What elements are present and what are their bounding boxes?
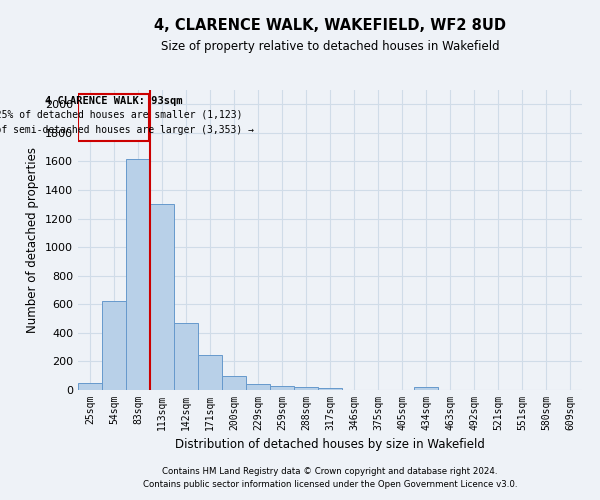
Bar (126, 158, 150, 390)
Text: 74% of semi-detached houses are larger (3,353) →: 74% of semi-detached houses are larger (… (0, 125, 254, 135)
Bar (150, 204, 174, 390)
Y-axis label: Number of detached properties: Number of detached properties (26, 147, 40, 333)
Text: 4 CLARENCE WALK: 93sqm: 4 CLARENCE WALK: 93sqm (44, 96, 182, 106)
Text: Contains public sector information licensed under the Open Government Licence v3: Contains public sector information licen… (143, 480, 517, 489)
Bar (270, 386, 294, 390)
Bar (294, 387, 318, 390)
Bar (414, 387, 438, 390)
Text: ← 25% of detached houses are smaller (1,123): ← 25% of detached houses are smaller (1,… (0, 110, 242, 120)
Text: 4, CLARENCE WALK, WAKEFIELD, WF2 8UD: 4, CLARENCE WALK, WAKEFIELD, WF2 8UD (154, 18, 506, 32)
Bar (222, 376, 246, 390)
FancyBboxPatch shape (78, 94, 149, 142)
Bar (174, 323, 198, 390)
Bar (102, 302, 126, 390)
X-axis label: Distribution of detached houses by size in Wakefield: Distribution of detached houses by size … (175, 438, 485, 452)
Text: Size of property relative to detached houses in Wakefield: Size of property relative to detached ho… (161, 40, 499, 53)
Bar (198, 355, 222, 390)
Text: Contains HM Land Registry data © Crown copyright and database right 2024.: Contains HM Land Registry data © Crown c… (162, 467, 498, 476)
Bar (78, 383, 102, 390)
Bar (318, 388, 342, 390)
Bar (246, 384, 270, 390)
